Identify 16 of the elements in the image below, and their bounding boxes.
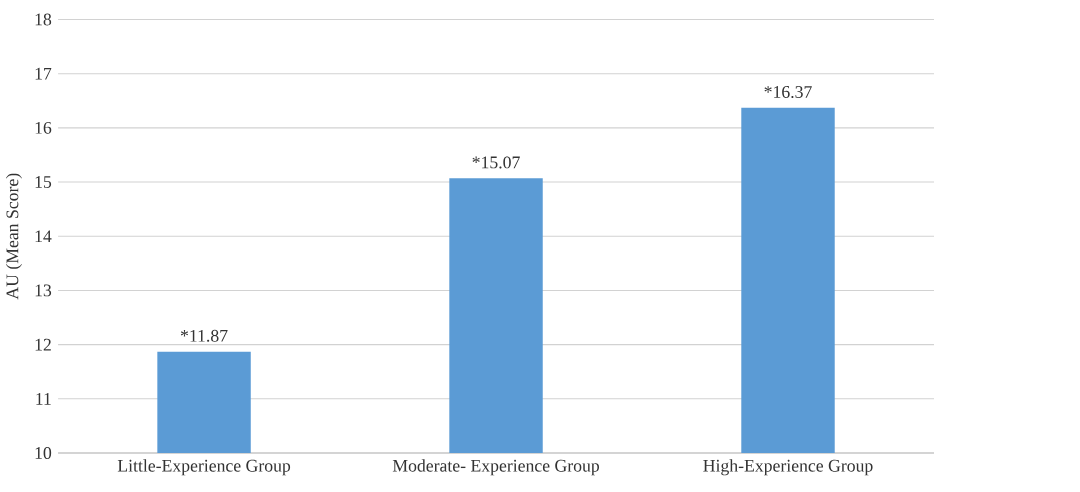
- y-axis-title: AU (Mean Score): [5, 173, 22, 300]
- y-tick-label: 17: [35, 67, 52, 80]
- y-tick-label: 18: [35, 13, 52, 26]
- data-label: *11.87: [180, 329, 228, 342]
- data-label: *16.37: [764, 86, 812, 99]
- data-label: *15.07: [472, 156, 520, 169]
- x-tick-label: Little-Experience Group: [117, 459, 291, 476]
- y-tick-label: 16: [35, 121, 52, 134]
- y-tick-label: 12: [35, 338, 51, 351]
- x-tick-label: Moderate- Experience Group: [392, 459, 600, 476]
- y-tick-label: 13: [35, 284, 52, 297]
- y-tick-label: 11: [36, 393, 51, 405]
- y-tick-label: 10: [35, 447, 52, 459]
- x-tick-label: High-Experience Group: [703, 459, 873, 476]
- y-tick-label: 15: [35, 176, 52, 188]
- y-tick-label: 14: [35, 230, 52, 243]
